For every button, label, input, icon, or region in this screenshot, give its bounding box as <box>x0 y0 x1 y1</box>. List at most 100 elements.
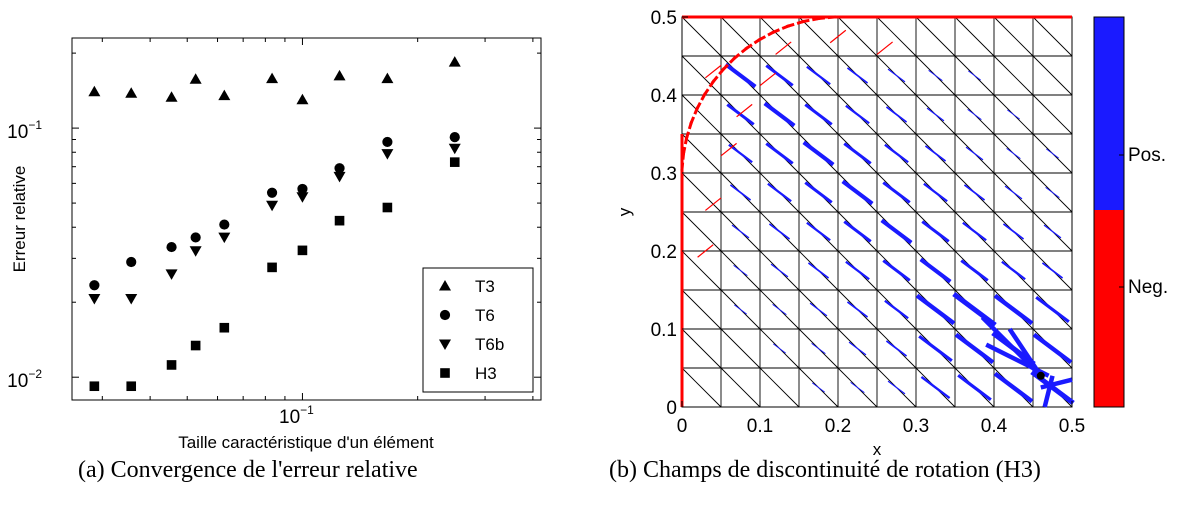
y-tick-label-b: 0.1 <box>651 320 677 341</box>
mesh-diagonal <box>720 328 761 369</box>
positive-segment <box>960 259 989 282</box>
positive-segment <box>968 70 981 81</box>
positive-segment <box>733 264 748 277</box>
positive-segment <box>921 220 950 243</box>
negative-segment <box>876 41 893 55</box>
positive-segment <box>884 299 909 320</box>
negative-segment <box>689 106 700 125</box>
positive-segment <box>1001 260 1026 281</box>
y-tick-label-a: 10−1 <box>7 118 42 143</box>
legend-marker-t3 <box>439 280 451 291</box>
mesh-diagonal <box>1032 55 1073 96</box>
mesh-diagonal <box>1032 16 1073 57</box>
data-point-t3 <box>381 72 394 84</box>
data-point-t3 <box>125 87 138 98</box>
positive-segment <box>1004 185 1023 200</box>
negative-segment <box>711 67 726 84</box>
positive-segment <box>957 373 992 402</box>
positive-segment <box>845 260 870 281</box>
data-point-t3 <box>165 91 178 102</box>
negative-segment <box>759 72 776 87</box>
positive-segment <box>811 342 826 355</box>
positive-segment <box>920 375 951 400</box>
positive-segment <box>807 262 830 279</box>
colorbar-positive <box>1094 17 1124 210</box>
positive-segment <box>962 221 987 242</box>
negative-segment <box>829 29 847 44</box>
positive-segment <box>848 341 867 356</box>
legend-label-t3: T3 <box>475 277 495 296</box>
positive-segment <box>728 143 753 164</box>
positive-segment <box>846 301 869 318</box>
mesh-diagonal <box>720 16 761 57</box>
mesh-diagonal <box>759 16 800 57</box>
legend-label-h3: H3 <box>475 364 497 383</box>
positive-segment <box>915 293 956 326</box>
mesh-diagonal <box>876 16 917 57</box>
caption-b: (b) Champs de discontinuité de rotation … <box>609 457 1041 483</box>
negative-segment <box>732 46 749 61</box>
data-point-t6b <box>218 232 231 244</box>
negative-segment <box>705 64 722 79</box>
positive-segment <box>768 223 791 240</box>
data-point-h3 <box>126 381 137 392</box>
y-axis-label-b: y <box>615 207 634 216</box>
positive-segment <box>1043 224 1062 239</box>
positive-segment <box>773 343 786 354</box>
caption-a: (a) Convergence de l'erreur relative <box>78 457 418 483</box>
mesh-diagonal <box>681 367 722 408</box>
positive-segment <box>843 142 872 165</box>
legend-marker-h3 <box>440 368 450 378</box>
y-tick-label-b: 0.4 <box>651 86 678 107</box>
y-tick-label-b: 0.3 <box>651 164 677 185</box>
y-tick-label-b: 0 <box>666 398 677 419</box>
positive-segment <box>806 65 831 86</box>
ticks-b: 0 0.1 0.2 0.3 0.4 0.5 0 0.1 0.2 0.3 0.4 0.5 <box>651 8 1086 437</box>
data-point-t6b <box>165 269 178 280</box>
data-point-h3 <box>267 262 277 273</box>
positive-segment <box>1041 262 1064 279</box>
colorbar-label: Pos. <box>1128 145 1166 166</box>
colorbar-frame <box>1093 16 1125 408</box>
positive-segment <box>763 101 796 128</box>
positive-segment <box>809 302 828 317</box>
positive-segment <box>993 371 1034 404</box>
x-tick-label-b: 0.1 <box>747 416 773 437</box>
positive-segment <box>1042 375 1055 408</box>
mesh-diagonal <box>681 94 722 135</box>
mesh-diagonal <box>681 55 722 96</box>
positive-segment <box>1045 186 1060 199</box>
positive-segment <box>765 64 794 87</box>
positive-segment <box>882 181 911 204</box>
data-point-t6b <box>125 293 138 305</box>
negative-segment <box>705 197 722 211</box>
positive-segment <box>887 380 906 395</box>
positive-segment <box>887 68 906 83</box>
positive-segment <box>1032 332 1073 365</box>
x-tick-label-a: 10−1 <box>279 403 314 428</box>
mesh-diagonal <box>1032 94 1073 135</box>
data-point-h3 <box>219 322 230 333</box>
positive-segment <box>731 224 750 239</box>
positive-segment <box>734 304 747 315</box>
positive-segment <box>1002 223 1025 240</box>
positive-segment <box>1035 295 1070 324</box>
mesh-diagonal <box>681 289 722 330</box>
convergence-chart: Erreur relative Taille caractéristique d… <box>7 37 542 452</box>
positive-segment <box>885 106 908 123</box>
mesh-diagonal <box>837 16 878 57</box>
singular-point <box>1036 371 1045 380</box>
positive-segment <box>804 181 833 204</box>
data-point-t6b <box>448 143 461 155</box>
legend-label-t6: T6 <box>475 306 495 325</box>
mesh-diagonal <box>681 172 722 213</box>
positive-segment <box>980 315 1039 374</box>
y-tick-label-b: 0.5 <box>651 8 677 29</box>
positive-segment <box>919 257 952 284</box>
x-tick-label-b: 0 <box>677 416 688 437</box>
data-point-t6b <box>266 200 279 212</box>
mesh-diagonal <box>681 133 722 174</box>
data-point-t6 <box>219 219 230 230</box>
y-axis-label-a: Erreur relative <box>10 166 29 273</box>
